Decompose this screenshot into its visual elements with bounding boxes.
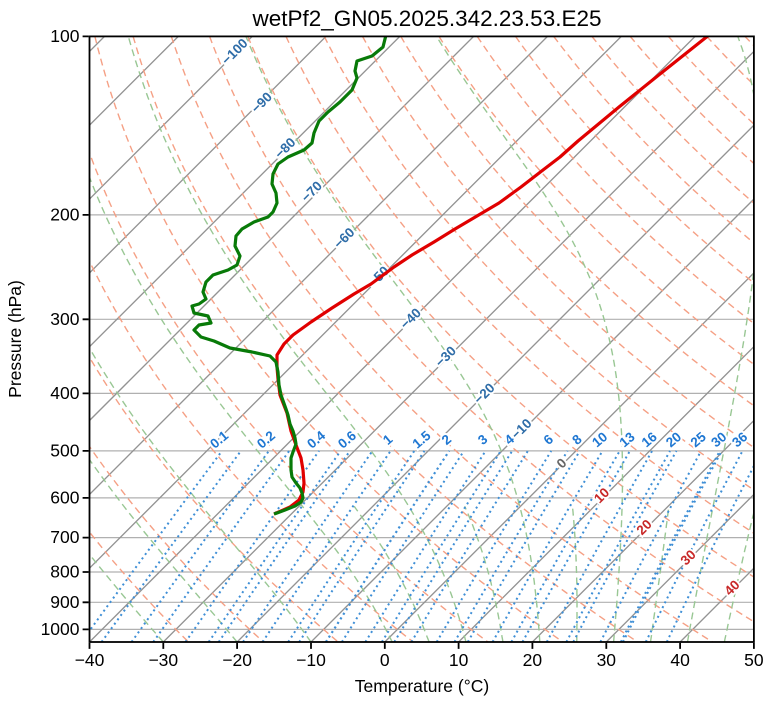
svg-text:300: 300 — [50, 309, 79, 329]
svg-text:10: 10 — [449, 650, 469, 670]
svg-text:600: 600 — [50, 487, 79, 507]
svg-text:200: 200 — [50, 204, 79, 224]
svg-text:−30: −30 — [148, 650, 178, 670]
svg-text:50: 50 — [744, 650, 764, 670]
svg-text:−20: −20 — [222, 650, 252, 670]
svg-text:20: 20 — [523, 650, 543, 670]
svg-text:wetPf2_GN05.2025.342.23.53.E25: wetPf2_GN05.2025.342.23.53.E25 — [251, 6, 601, 31]
svg-text:−10: −10 — [296, 650, 326, 670]
svg-text:40: 40 — [670, 650, 690, 670]
svg-text:700: 700 — [50, 527, 79, 547]
svg-text:100: 100 — [50, 26, 79, 46]
svg-text:0: 0 — [380, 650, 390, 670]
svg-text:800: 800 — [50, 562, 79, 582]
svg-text:1000: 1000 — [41, 619, 80, 639]
svg-text:Pressure (hPa): Pressure (hPa) — [5, 280, 25, 398]
svg-text:−40: −40 — [75, 650, 105, 670]
svg-text:30: 30 — [597, 650, 617, 670]
svg-text:400: 400 — [50, 383, 79, 403]
svg-text:900: 900 — [50, 592, 79, 612]
svg-text:500: 500 — [50, 440, 79, 460]
svg-text:Temperature (°C): Temperature (°C) — [355, 676, 489, 696]
